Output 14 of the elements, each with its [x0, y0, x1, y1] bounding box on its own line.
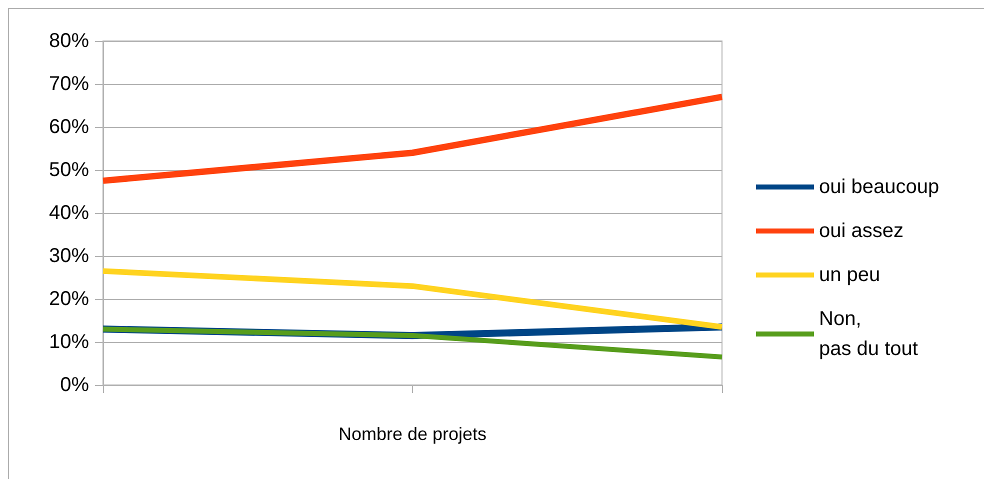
y-tick-label: 50%	[48, 159, 90, 181]
y-tick-label: 80%	[48, 30, 90, 52]
y-tick-label: 70%	[48, 73, 90, 95]
y-tick-label: 20%	[48, 288, 90, 310]
x-axis-title: Nombre de projets	[338, 424, 487, 444]
legend-label: oui beaucoup	[819, 176, 940, 198]
y-tick-label: 0%	[60, 374, 90, 396]
y-tick-label: 30%	[48, 245, 90, 267]
y-tick-label: 60%	[48, 116, 90, 138]
y-tick-label: 40%	[48, 202, 90, 224]
y-tick-label: 10%	[48, 331, 90, 353]
legend-label: oui assez	[819, 220, 904, 242]
legend-label: un peu	[819, 264, 880, 286]
legend-label: Non, pas du tout	[819, 308, 918, 360]
